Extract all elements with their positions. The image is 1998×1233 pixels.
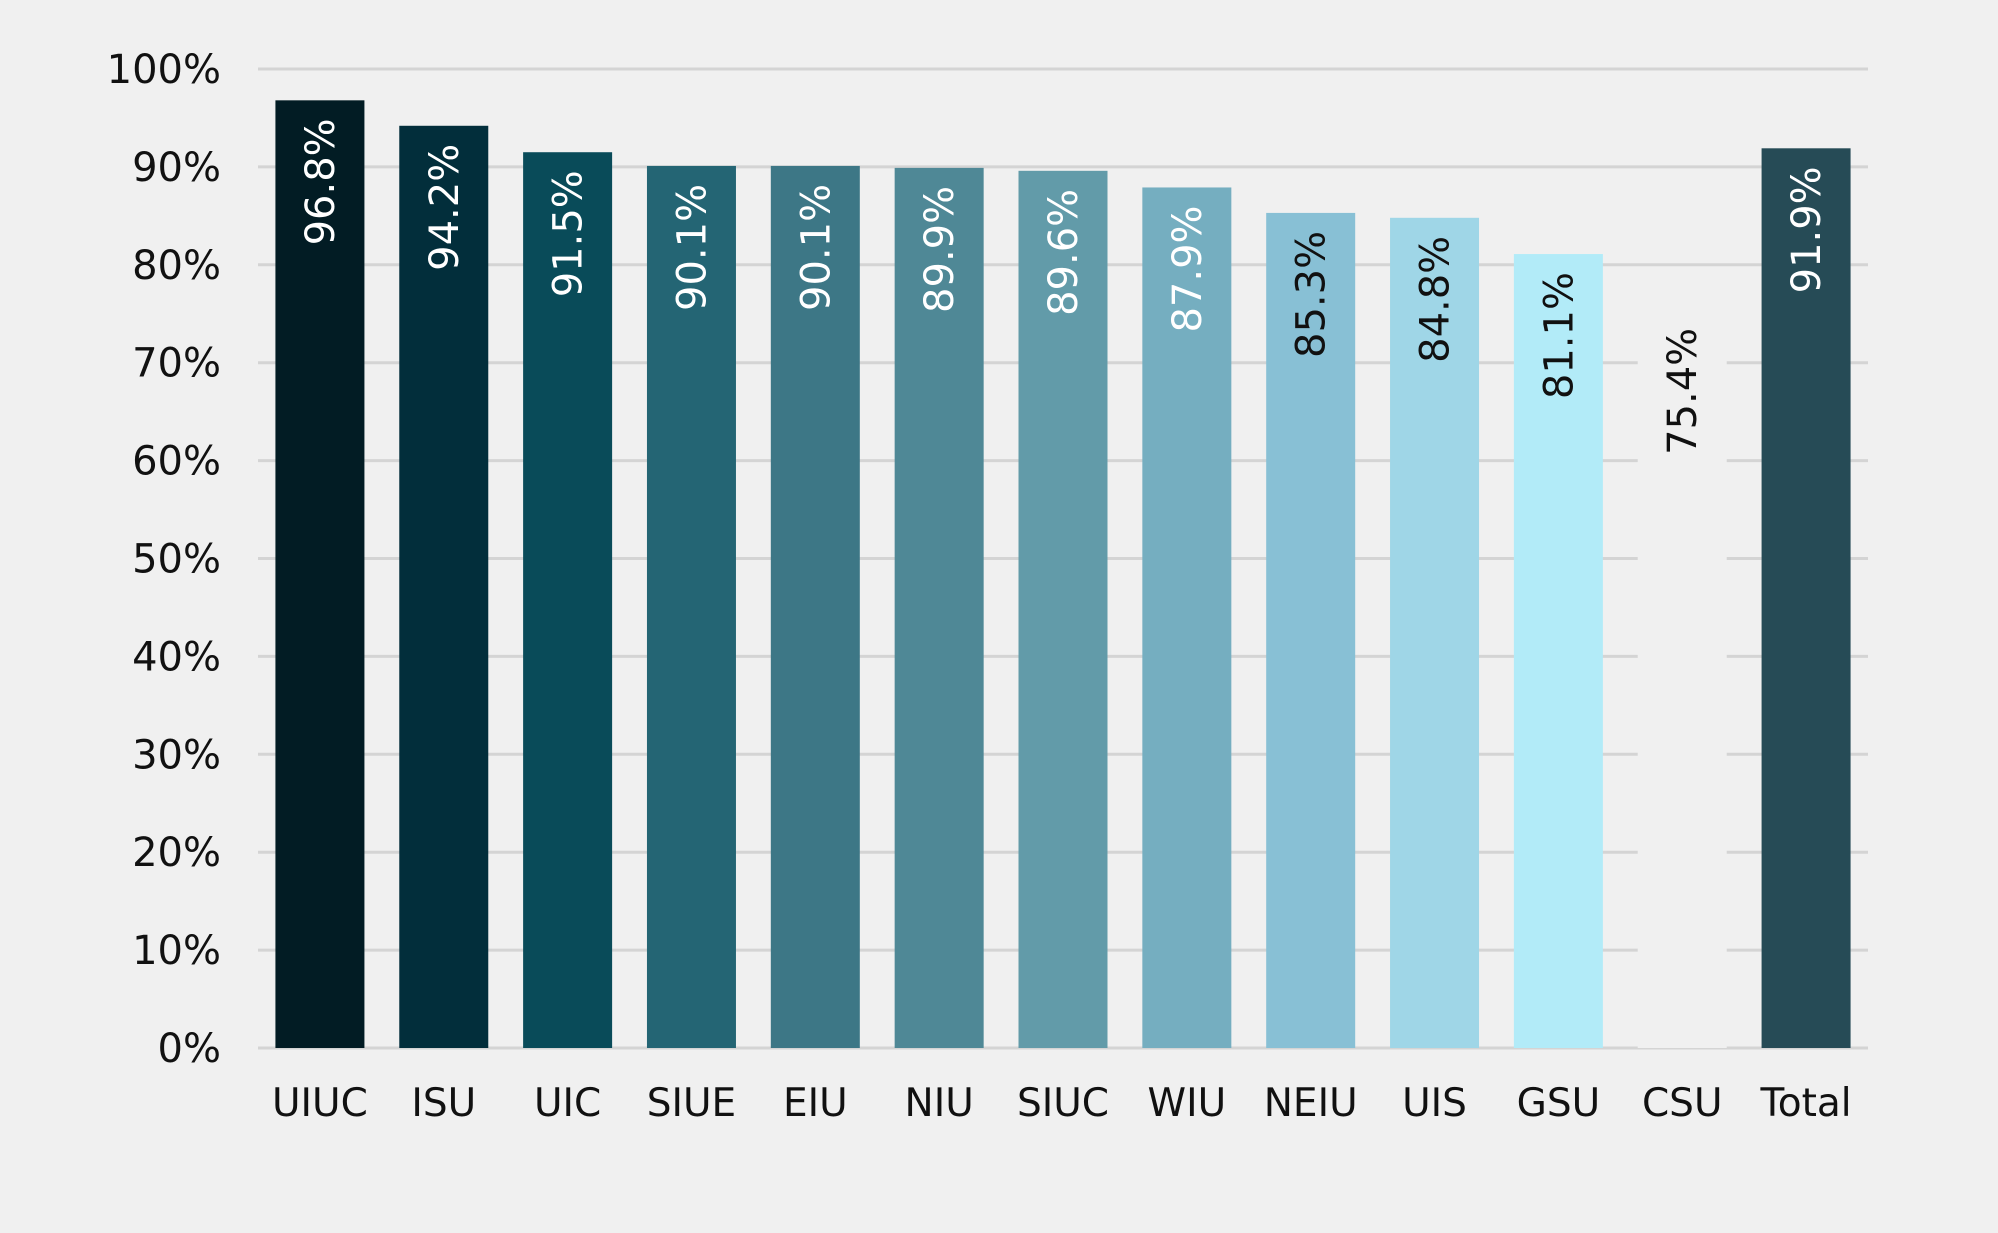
y-tick-label: 0% (158, 1026, 221, 1072)
x-category-label: SIUE (647, 1081, 736, 1126)
y-tick-label: 60% (132, 439, 221, 485)
y-tick-label: 10% (132, 928, 221, 974)
bar-gsu (1513, 254, 1603, 1048)
data-label: 85.3% (1289, 231, 1335, 358)
data-label: 89.6% (1041, 189, 1087, 316)
bars (275, 100, 1851, 1049)
bar-uis (1390, 217, 1480, 1049)
data-label: 96.8% (298, 118, 344, 245)
bar-uic (523, 152, 613, 1049)
data-label: 90.1% (669, 184, 715, 311)
y-tick-label: 30% (132, 732, 221, 778)
bar-csu (1637, 309, 1727, 1049)
x-category-label: UIS (1402, 1081, 1467, 1126)
bar-siuc (1018, 170, 1108, 1049)
x-category-label: CSU (1642, 1081, 1723, 1126)
bar-wiu (1142, 187, 1232, 1049)
bar-isu (399, 125, 489, 1049)
x-category-label: EIU (783, 1081, 848, 1126)
y-tick-label: 90% (132, 145, 221, 191)
x-category-label: WIU (1148, 1081, 1227, 1126)
x-category-label: UIC (534, 1081, 601, 1126)
y-axis-ticks: 0% 10% 20% 30% 40% 50% 60% 70% 80% 90% 100% (107, 47, 221, 1072)
x-category-label: SIUC (1017, 1081, 1109, 1126)
data-label: 89.9% (917, 186, 963, 313)
x-category-label: UIUC (272, 1081, 368, 1126)
y-tick-label: 40% (132, 634, 221, 680)
data-label: 91.5% (546, 170, 592, 297)
data-label: 75.4% (1660, 328, 1706, 455)
data-label: 84.8% (1413, 236, 1459, 363)
x-category-label: NIU (905, 1081, 974, 1126)
data-label: 94.2% (422, 144, 468, 271)
x-axis-categories: UIUC ISU UIC SIUE EIU NIU SIUC WIU NEIU UIS GSU CSU… (272, 1081, 1852, 1126)
data-label: 81.1% (1536, 272, 1582, 399)
x-category-label: GSU (1517, 1081, 1601, 1126)
y-tick-label: 50% (132, 537, 221, 583)
y-tick-label: 20% (132, 830, 221, 876)
data-label: 87.9% (1165, 205, 1211, 332)
bar-total (1761, 148, 1851, 1048)
bar-uiuc (275, 100, 365, 1048)
x-category-label: NEIU (1264, 1081, 1358, 1126)
x-category-label: ISU (411, 1081, 476, 1126)
bar-niu (894, 167, 984, 1048)
y-tick-label: 70% (132, 341, 221, 387)
bar-siue (646, 165, 736, 1048)
bar-eiu (770, 165, 860, 1048)
y-tick-label: 100% (107, 47, 221, 93)
y-tick-label: 80% (132, 243, 221, 289)
data-label: 90.1% (793, 184, 839, 311)
bar-neiu (1266, 212, 1356, 1049)
data-label: 91.9% (1784, 166, 1830, 293)
x-category-label: Total (1760, 1081, 1852, 1126)
data-labels: 96.8% 94.2% 91.5% 90.1% 90.1% 89.9% 89.6% 87.9%… (298, 118, 1830, 455)
